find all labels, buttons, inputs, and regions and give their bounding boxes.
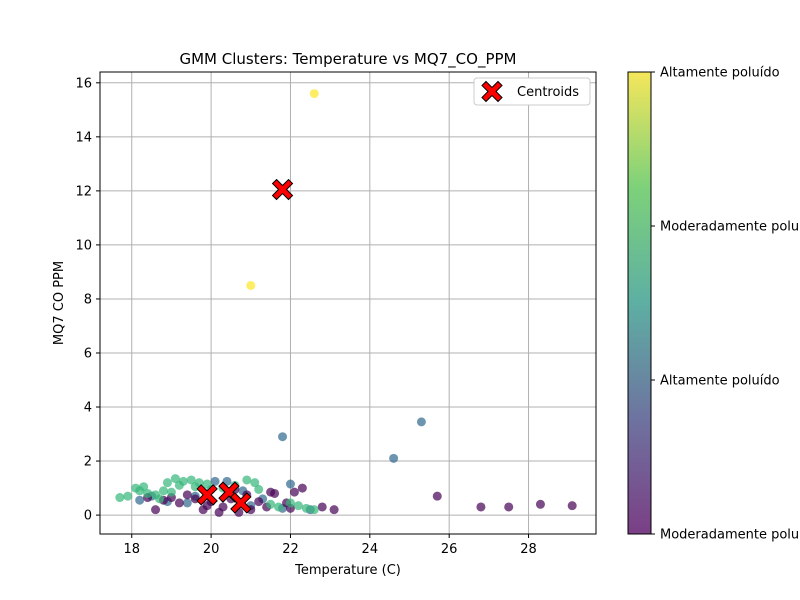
y-tick-label: 10	[75, 238, 92, 253]
data-point	[186, 475, 196, 485]
y-tick-label: 16	[75, 76, 92, 91]
y-tick-label: 8	[84, 292, 92, 307]
x-axis-ticks: 18 20 22 24 26 28	[123, 534, 537, 557]
data-point	[254, 497, 264, 507]
data-point	[174, 498, 184, 508]
data-point	[202, 501, 212, 511]
data-point	[289, 487, 299, 497]
data-point	[178, 476, 188, 486]
data-point	[182, 490, 192, 500]
data-point	[389, 453, 399, 463]
centroid-marker	[196, 484, 218, 506]
x-tick-label: 28	[520, 542, 537, 557]
y-tick-label: 14	[75, 130, 92, 145]
y-tick-label: 2	[84, 455, 92, 470]
data-point	[309, 505, 319, 515]
data-point	[151, 505, 161, 515]
x-tick-label: 18	[123, 542, 140, 557]
centroid-marker	[230, 492, 252, 514]
data-point	[432, 491, 442, 501]
colorbar: Moderadamente poluído Altamente poluído Mo…	[627, 66, 800, 543]
data-point	[278, 432, 288, 442]
data-point	[266, 499, 276, 509]
data-point	[301, 503, 311, 513]
data-point	[139, 482, 149, 492]
colorbar-gradient	[627, 71, 652, 535]
data-point	[309, 89, 319, 99]
data-point	[170, 474, 180, 484]
data-point	[246, 280, 256, 290]
data-point	[285, 498, 295, 508]
y-axis-label: MQ7 CO PPM	[52, 261, 67, 345]
x-axis-label: Temperature (C)	[294, 563, 401, 578]
x-tick-label: 26	[441, 542, 458, 557]
data-point	[476, 502, 486, 512]
data-point	[266, 487, 276, 497]
data-point	[329, 505, 339, 515]
data-point	[158, 486, 168, 496]
data-point	[293, 501, 303, 511]
data-point	[210, 476, 220, 486]
data-point	[242, 475, 252, 485]
colorbar-tick-label: Altamente poluído	[660, 374, 780, 389]
data-point	[285, 479, 295, 489]
data-point	[155, 494, 165, 504]
data-point	[317, 502, 327, 512]
scatter-points	[115, 89, 577, 517]
centroid-marker	[271, 178, 294, 201]
data-point	[254, 484, 264, 494]
x-tick-label: 20	[203, 542, 220, 557]
y-tick-label: 0	[84, 509, 92, 524]
plot-area	[99, 71, 597, 535]
data-point	[135, 495, 145, 505]
colorbar-tick-label: Altamente poluído	[660, 66, 780, 81]
legend-box	[473, 77, 591, 106]
plot-border	[99, 71, 597, 535]
data-point	[143, 488, 153, 498]
y-tick-label: 6	[84, 346, 92, 361]
data-point	[567, 501, 577, 511]
data-point	[416, 417, 426, 427]
data-point	[214, 507, 224, 517]
data-point	[504, 502, 514, 512]
centroid-markers	[196, 178, 294, 514]
data-point	[123, 491, 133, 501]
data-point	[166, 487, 176, 497]
x-tick-label: 22	[282, 542, 299, 557]
data-point	[182, 498, 192, 508]
data-point	[250, 478, 260, 488]
y-axis-ticks: 0 2 4 6 8 10 12 14 16	[75, 76, 100, 524]
legend: Centroids	[473, 77, 591, 106]
y-tick-label: 4	[84, 401, 92, 416]
x-tick-label: 24	[362, 542, 379, 557]
plot-frame	[100, 72, 596, 534]
colorbar-tick-label: Moderadamente poluído	[660, 220, 800, 235]
legend-label-centroids: Centroids	[517, 85, 579, 100]
data-point	[535, 499, 545, 509]
chart-title: GMM Clusters: Temperature vs MQ7_CO_PPM	[179, 50, 516, 69]
legend-centroid-icon	[481, 80, 503, 103]
data-point	[115, 493, 125, 503]
data-point	[162, 478, 172, 488]
data-point	[274, 502, 284, 512]
colorbar-tick-label: Moderadamente poluído	[660, 528, 800, 543]
grid-lines	[100, 72, 596, 534]
data-point	[297, 483, 307, 493]
y-tick-label: 12	[75, 184, 92, 199]
colorbar-ticks: Moderadamente poluído Altamente poluído Mo…	[651, 66, 800, 543]
